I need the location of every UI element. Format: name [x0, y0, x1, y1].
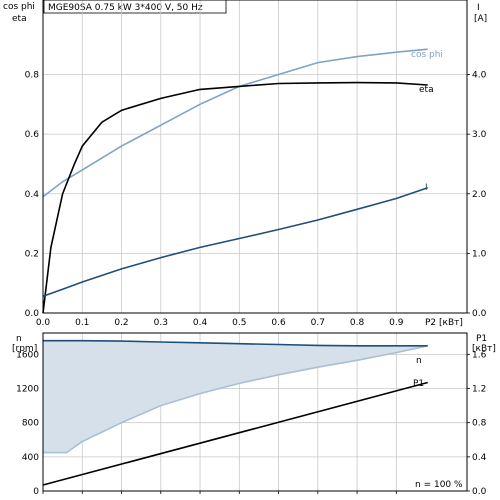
eta-curve: [42, 81, 428, 314]
eta-axis-label: eta: [12, 14, 27, 24]
x-tick-label: 0.3: [154, 318, 168, 328]
speed-curve-label: n: [416, 356, 422, 366]
y-left-tick-label: 0.2: [25, 249, 39, 259]
top-curves: [42, 48, 428, 314]
y-right-tick-label: 2.0: [472, 190, 487, 200]
speed-min-curve: [43, 345, 428, 454]
x-tick-label: 0.2: [114, 318, 128, 328]
y-right-tick-label: 0.0: [472, 487, 487, 497]
y-left-tick-label: 0.0: [25, 309, 40, 319]
x-tick-label: 0.7: [311, 318, 325, 328]
x-tick-label: 0.0: [36, 318, 51, 328]
p1-axis-label: P1: [476, 334, 487, 344]
p1-unit-label: [кВт]: [472, 344, 496, 354]
title-box: [43, 0, 227, 14]
i-curve: [42, 187, 428, 298]
bottom-tick-labels: 0 400 800 1200 1600 0.0 0.4 0.8 1.2 1.6: [16, 350, 486, 497]
x-tick-label: 0.8: [350, 318, 365, 328]
x-tick-label: 0.6: [271, 318, 286, 328]
cosphi-axis-label: cos phi: [3, 2, 35, 12]
bottom-curves: [42, 339, 428, 486]
y-left-tick-label: 400: [22, 453, 39, 463]
p1-curve-label: P1: [413, 379, 424, 389]
speed-footnote: n = 100 %: [415, 480, 463, 490]
speed-unit-label: [rpm]: [12, 344, 37, 354]
y-right-tick-label: 0.0: [472, 309, 487, 319]
y-right-tick-label: 4.0: [472, 71, 487, 81]
current-axis-label: I: [477, 3, 480, 13]
x-axis-label: P2 [кВт]: [425, 318, 463, 328]
y-left-tick-label: 800: [22, 419, 39, 429]
speed-axis-label: n: [16, 334, 22, 344]
top-tick-labels: 0.0 0.2 0.4 0.6 0.8 0.0 1.0 2.0 3.0 4.0 0.0 0.1 0.2 0…: [25, 71, 487, 328]
bottom-plot-frame: [42, 332, 468, 492]
y-right-tick-label: 0.4: [472, 453, 487, 463]
top-grid: [42, 0, 467, 314]
current-curve-label: I: [425, 183, 428, 193]
speed-range-area: [43, 340, 428, 453]
x-tick-label: 0.5: [232, 318, 246, 328]
y-right-tick-label: 3.0: [472, 130, 487, 140]
y-left-tick-label: 1600: [16, 350, 39, 360]
y-left-tick-label: 0.8: [25, 71, 40, 81]
y-left-tick-label: 0.4: [25, 190, 40, 200]
y-right-tick-label: 0.8: [472, 419, 487, 429]
chart-title: MGE90SA 0.75 kW 3*400 V, 50 Hz: [48, 3, 203, 13]
p1-curve: [42, 381, 428, 486]
y-left-tick-label: 0: [33, 487, 39, 497]
speed-curve: [43, 339, 428, 347]
x-tick-label: 0.4: [193, 318, 208, 328]
bottom-fill-layer: [43, 340, 428, 453]
y-left-tick-label: 0.6: [25, 130, 40, 140]
eta-curve-label: eta: [419, 85, 434, 95]
y-right-tick-label: 1.6: [472, 350, 487, 360]
x-tick-label: 0.9: [389, 318, 404, 328]
y-left-tick-label: 1200: [16, 385, 39, 395]
top-plot-frame: [42, 0, 468, 314]
x-tick-label: 0.1: [75, 318, 89, 328]
y-right-tick-label: 1.2: [472, 385, 486, 395]
cosphi-curve-label: cos phi: [411, 50, 443, 60]
current-unit-label: [A]: [474, 14, 487, 24]
y-right-tick-label: 1.0: [472, 249, 487, 259]
cos-phi-curve: [42, 48, 428, 198]
